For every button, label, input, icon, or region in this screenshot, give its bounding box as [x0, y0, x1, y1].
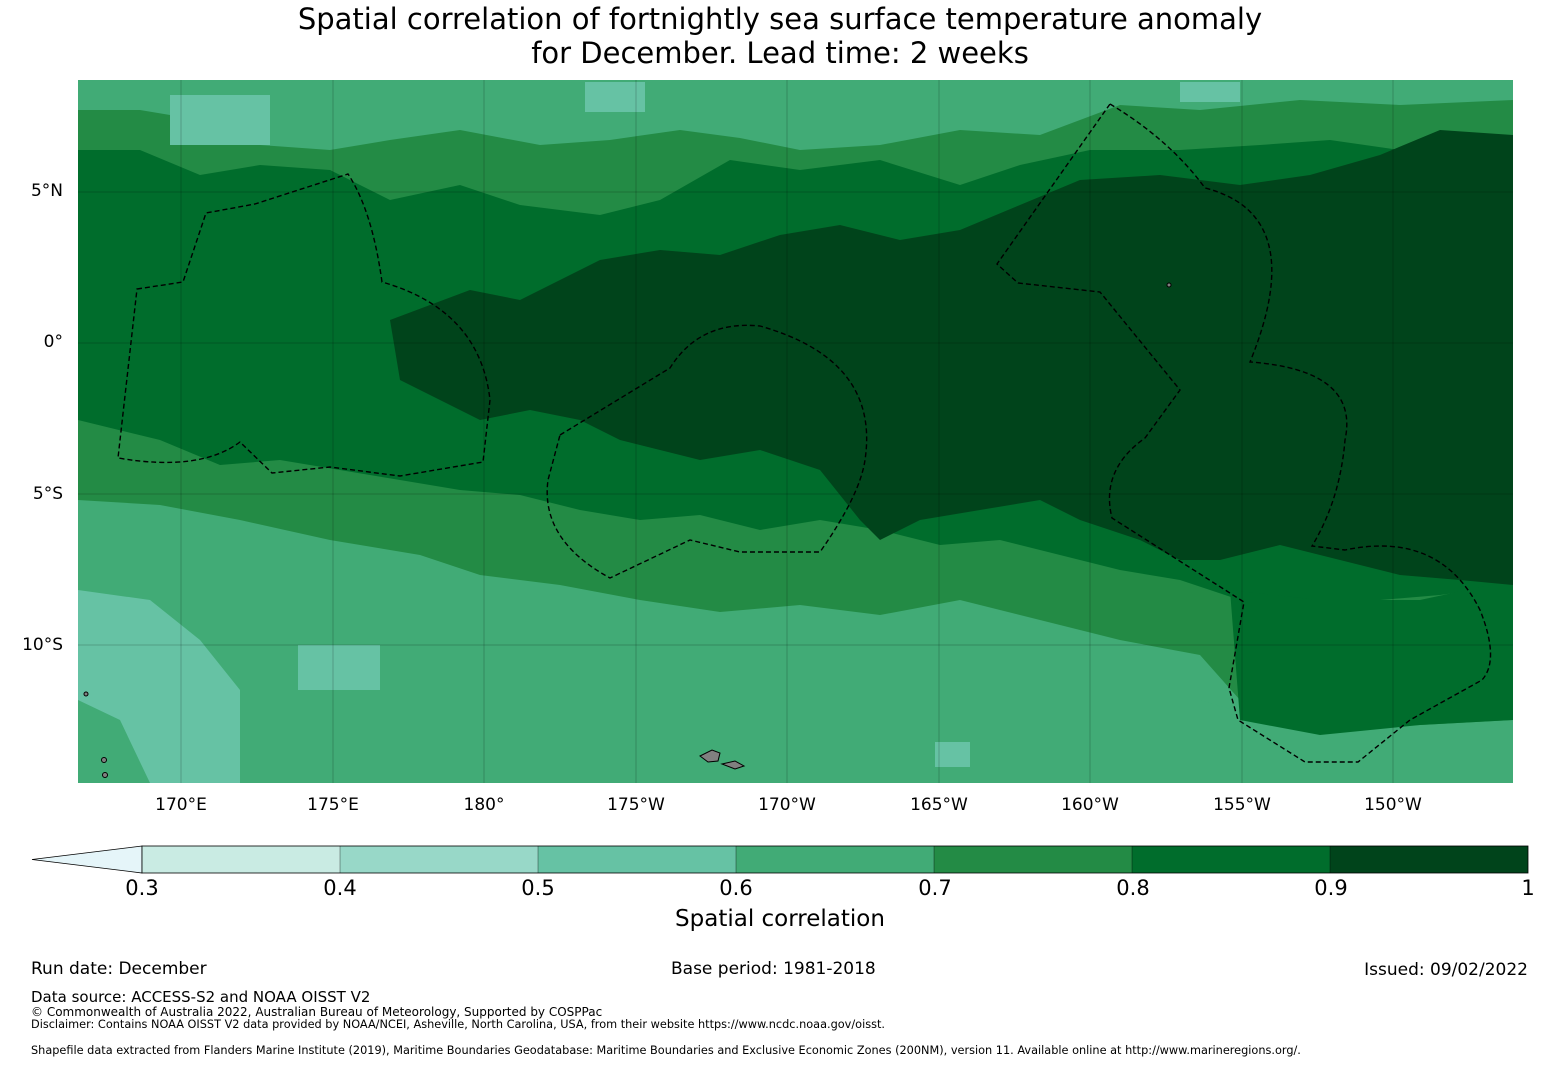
lon-label-170w: 170°W [758, 795, 816, 815]
title-line-1: Spatial correlation of fortnightly sea s… [297, 2, 1263, 36]
eez-boundary-kiribati-gilbert [117, 173, 491, 477]
colorbar-tick: 0.8 [1116, 876, 1150, 900]
field-patch [1180, 82, 1240, 102]
field-patch [170, 95, 270, 145]
field-core [390, 130, 1513, 585]
title-line-2: for December. Lead time: 2 weeks [531, 36, 1029, 70]
lat-label-5n: 5°N [30, 181, 63, 201]
colorbar-bin-4 [934, 846, 1132, 873]
colorbar-frame [141, 845, 1529, 874]
field-south-light [78, 500, 1260, 783]
lon-label-160w: 160°W [1061, 795, 1119, 815]
colorbar-bin-0 [142, 846, 340, 873]
data-source: Data source: ACCESS-S2 and NOAA OISST V2 [31, 988, 371, 1006]
lat-label-10s: 10°S [22, 635, 63, 655]
field-north-light [78, 80, 1513, 150]
island-small [1166, 282, 1172, 288]
colorbar [31, 845, 1529, 874]
field-patch [78, 590, 240, 783]
island-samoa-savaii [699, 749, 721, 763]
island-small [101, 757, 107, 763]
colorbar-tick: 1 [1521, 876, 1535, 900]
field-patch [585, 82, 645, 112]
lon-label-175w: 175°W [607, 795, 665, 815]
eez-boundaries [117, 103, 1492, 763]
island-small [83, 691, 89, 697]
colorbar-tick: 0.5 [521, 876, 555, 900]
graticule [78, 80, 1513, 783]
lat-label-5s: 5°S [32, 484, 63, 504]
correlation-field [78, 80, 1513, 783]
disclaimer: Disclaimer: Contains NOAA OISST V2 data … [31, 1018, 886, 1031]
run-date: Run date: December [31, 959, 207, 979]
copyright: © Commonwealth of Australia 2022, Austra… [31, 1005, 603, 1019]
lon-label-150w: 150°W [1364, 795, 1422, 815]
lon-label-155w: 155°W [1213, 795, 1271, 815]
lon-label-165w: 165°W [910, 795, 968, 815]
shapefile-credit: Shapefile data extracted from Flanders M… [31, 1044, 1301, 1057]
lon-label-180: 180° [463, 795, 505, 815]
field-south-light-east [1200, 700, 1513, 783]
colorbar-bin-3 [736, 846, 934, 873]
eez-boundary-kiribati-line [996, 103, 1492, 763]
lon-label-170e: 170°E [155, 795, 207, 815]
field-high-south [1230, 580, 1513, 735]
issued-date: Issued: 09/02/2022 [1364, 960, 1528, 980]
field-patch [298, 645, 380, 690]
lon-label-175e: 175°E [307, 795, 359, 815]
chart-title: Spatial correlation of fortnightly sea s… [0, 2, 1560, 70]
colorbar-tick: 0.9 [1314, 876, 1348, 900]
lat-label-0: 0° [43, 332, 63, 352]
base-period: Base period: 1981-2018 [671, 959, 876, 979]
colorbar-label: Spatial correlation [675, 906, 885, 932]
colorbar-tick: 0.7 [918, 876, 952, 900]
colorbar-bin-1 [340, 846, 538, 873]
colorbar-bin-5 [1132, 846, 1330, 873]
islands [83, 282, 1172, 778]
island-small [102, 772, 108, 778]
colorbar-bin-6 [1330, 846, 1528, 873]
colorbar-bin-2 [538, 846, 736, 873]
colorbar-tick: 0.4 [323, 876, 357, 900]
colorbar-tick: 0.3 [125, 876, 159, 900]
colorbar-tick: 0.6 [719, 876, 753, 900]
field-patch [935, 742, 970, 767]
island-samoa-upolu [720, 760, 746, 770]
colorbar-extend-triangle [31, 845, 143, 874]
